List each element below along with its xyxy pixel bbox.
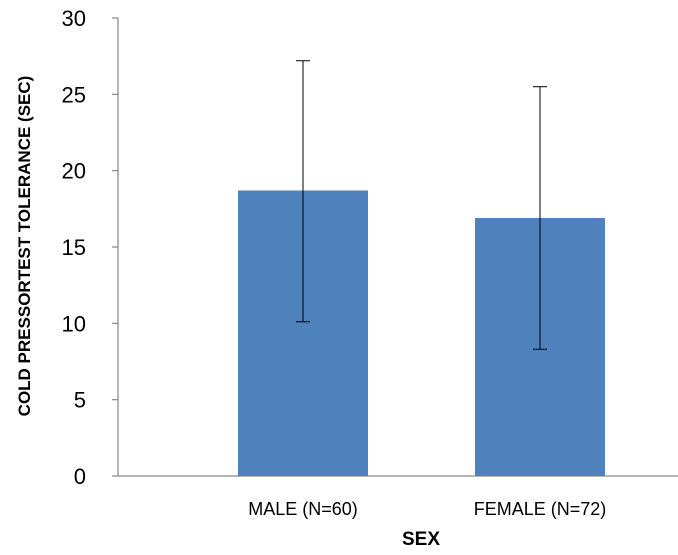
y-axis-title: COLD PRESSORTEST TOLERANCE (SEC): [15, 76, 34, 417]
y-tick-label: 5: [74, 388, 86, 413]
x-axis-title: SEX: [402, 529, 440, 550]
y-tick-label: 15: [62, 235, 86, 260]
x-tick-labels: MALE (N=60) FEMALE (N=72): [248, 499, 606, 519]
chart-bars: [238, 190, 605, 476]
y-tick-label: 25: [62, 82, 86, 107]
y-tick-labels: 0 5 10 15 20 25 30: [62, 6, 86, 489]
chart-error-bars: [296, 60, 547, 350]
y-tick-label: 30: [62, 6, 86, 31]
y-tick-label: 0: [74, 464, 86, 489]
y-tick-label: 20: [62, 159, 86, 184]
x-tick-label: MALE (N=60): [248, 499, 358, 519]
x-tick-label: FEMALE (N=72): [474, 499, 607, 519]
y-tick-label: 10: [62, 311, 86, 336]
